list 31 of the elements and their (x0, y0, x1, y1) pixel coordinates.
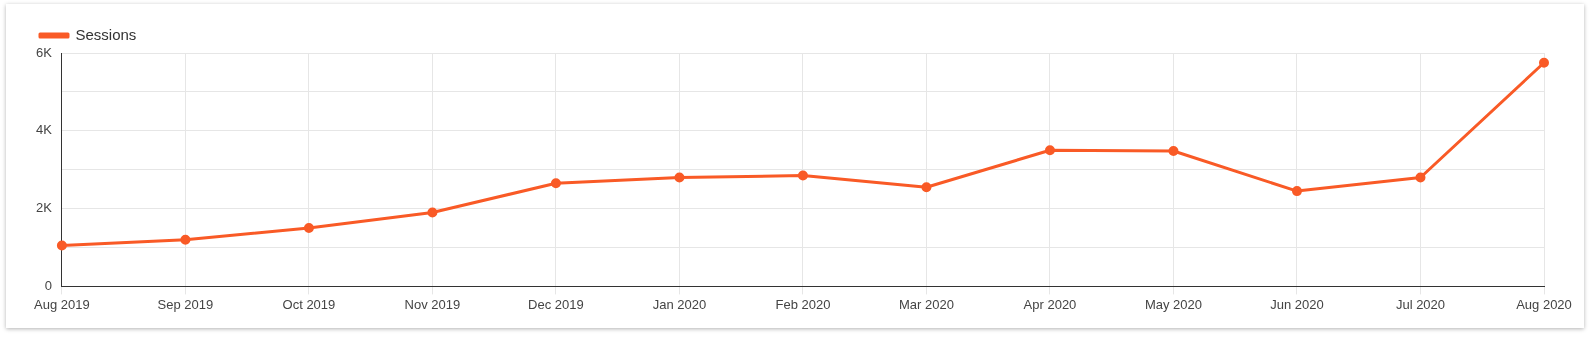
point (550, 178, 561, 189)
point (1168, 146, 1179, 157)
point (303, 223, 314, 234)
point (797, 170, 808, 181)
x-tick-label: May 2020 (1144, 296, 1203, 312)
x-tick-label: Aug 2020 (1516, 296, 1572, 312)
x-tick-label: Mar 2020 (899, 296, 954, 312)
x-tick-label: Nov 2019 (404, 296, 461, 312)
point (1415, 172, 1426, 183)
point (1539, 57, 1549, 68)
x-tick-label: Jan 2020 (652, 296, 707, 312)
y-tick-label: 4K (35, 122, 53, 138)
y-tick-label: 2K (35, 200, 53, 216)
x-tick-label: Oct 2019 (282, 296, 336, 312)
x-tick-label: Feb 2020 (775, 296, 831, 312)
y-tick-label: 0 (44, 277, 52, 293)
x-tick-label: Apr 2020 (1023, 296, 1077, 312)
point (427, 207, 438, 218)
point (921, 182, 932, 193)
point (56, 240, 67, 251)
y-tick-label: 6K (35, 44, 53, 60)
point (180, 234, 191, 245)
x-tick-label: Jun 2020 (1270, 296, 1324, 312)
x-tick-label: Jul 2020 (1395, 296, 1446, 312)
point (1044, 145, 1055, 156)
x-tick-label: Aug 2019 (34, 296, 90, 312)
point (674, 172, 685, 183)
x-tick-label: Sep 2019 (157, 296, 214, 312)
point (1291, 186, 1302, 197)
x-tick-label: Dec 2019 (528, 296, 584, 312)
legend-label: Sessions (75, 25, 137, 43)
